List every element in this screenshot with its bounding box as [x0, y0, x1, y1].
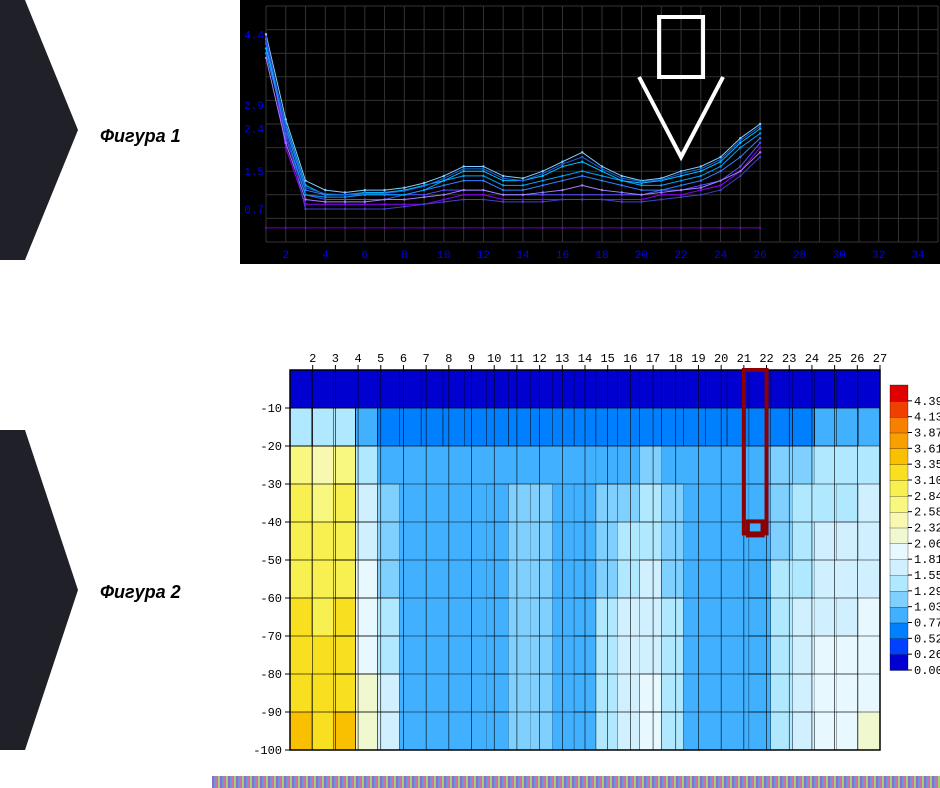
line-chart: 2468101214161820222426283032340.71.52.42…: [240, 0, 940, 264]
svg-text:26: 26: [850, 352, 864, 366]
decor-arrow-2: [0, 430, 80, 750]
svg-text:2: 2: [309, 352, 316, 366]
svg-text:-30: -30: [260, 478, 282, 492]
svg-text:27: 27: [873, 352, 887, 366]
svg-text:32: 32: [872, 250, 885, 262]
svg-text:26: 26: [754, 250, 767, 262]
svg-text:16: 16: [623, 352, 637, 366]
svg-text:30: 30: [833, 250, 846, 262]
svg-text:22: 22: [674, 250, 687, 262]
svg-text:19: 19: [691, 352, 705, 366]
svg-text:8: 8: [401, 250, 408, 262]
svg-text:18: 18: [669, 352, 683, 366]
svg-text:9: 9: [468, 352, 475, 366]
svg-text:12: 12: [477, 250, 490, 262]
svg-text:4.4: 4.4: [244, 30, 264, 42]
svg-text:0.77: 0.77: [914, 617, 940, 631]
svg-text:10: 10: [487, 352, 501, 366]
svg-text:24: 24: [714, 250, 728, 262]
svg-text:14: 14: [578, 352, 592, 366]
contour-chart: 2345678910111213141516171819202122232425…: [240, 340, 940, 760]
svg-text:2.06: 2.06: [914, 537, 940, 551]
svg-text:20: 20: [714, 352, 728, 366]
svg-text:22: 22: [759, 352, 773, 366]
svg-text:-100: -100: [253, 744, 282, 758]
svg-text:2.9: 2.9: [244, 101, 264, 113]
svg-text:2.84: 2.84: [914, 490, 940, 504]
line-chart-svg: 2468101214161820222426283032340.71.52.42…: [242, 2, 940, 262]
svg-text:6: 6: [400, 352, 407, 366]
svg-text:3.87: 3.87: [914, 427, 940, 441]
svg-text:25: 25: [827, 352, 841, 366]
svg-text:34: 34: [912, 250, 926, 262]
svg-text:4.39: 4.39: [914, 395, 940, 409]
svg-text:16: 16: [556, 250, 569, 262]
figure2-label: Фигура 2: [100, 582, 181, 603]
svg-text:14: 14: [516, 250, 530, 262]
svg-text:5: 5: [377, 352, 384, 366]
svg-text:12: 12: [532, 352, 546, 366]
svg-text:-20: -20: [260, 440, 282, 454]
noise-decoration: [212, 776, 940, 788]
svg-text:0.52: 0.52: [914, 632, 940, 646]
svg-text:-80: -80: [260, 668, 282, 682]
svg-text:1.55: 1.55: [914, 569, 940, 583]
svg-text:8: 8: [445, 352, 452, 366]
svg-text:0.26: 0.26: [914, 648, 940, 662]
svg-text:1.81: 1.81: [914, 553, 940, 567]
figure1-label: Фигура 1: [100, 126, 181, 147]
svg-text:1.5: 1.5: [244, 167, 264, 179]
svg-text:3: 3: [332, 352, 339, 366]
svg-text:20: 20: [635, 250, 648, 262]
svg-text:-40: -40: [260, 516, 282, 530]
svg-text:2.4: 2.4: [244, 125, 264, 137]
svg-text:13: 13: [555, 352, 569, 366]
svg-text:4: 4: [322, 250, 329, 262]
svg-text:-60: -60: [260, 592, 282, 606]
svg-text:28: 28: [793, 250, 806, 262]
svg-text:3.35: 3.35: [914, 458, 940, 472]
svg-text:21: 21: [737, 352, 751, 366]
contour-chart-svg: 2345678910111213141516171819202122232425…: [240, 340, 940, 760]
svg-text:-90: -90: [260, 706, 282, 720]
svg-text:1.03: 1.03: [914, 601, 940, 615]
svg-text:15: 15: [600, 352, 614, 366]
svg-text:24: 24: [805, 352, 819, 366]
svg-text:6: 6: [362, 250, 369, 262]
svg-text:11: 11: [510, 352, 524, 366]
svg-text:23: 23: [782, 352, 796, 366]
decor-arrow-1: [0, 0, 80, 260]
svg-text:10: 10: [437, 250, 450, 262]
svg-text:0.7: 0.7: [244, 205, 264, 217]
svg-text:1.29: 1.29: [914, 585, 940, 599]
svg-text:17: 17: [646, 352, 660, 366]
svg-text:3.61: 3.61: [914, 442, 940, 456]
svg-text:3.10: 3.10: [914, 474, 940, 488]
svg-text:-50: -50: [260, 554, 282, 568]
svg-text:2.58: 2.58: [914, 506, 940, 520]
svg-text:2.32: 2.32: [914, 522, 940, 536]
svg-text:0.00: 0.00: [914, 664, 940, 678]
svg-text:4.13: 4.13: [914, 411, 940, 425]
svg-text:4: 4: [354, 352, 361, 366]
svg-text:7: 7: [423, 352, 430, 366]
svg-text:18: 18: [595, 250, 608, 262]
svg-text:2: 2: [282, 250, 289, 262]
svg-text:-70: -70: [260, 630, 282, 644]
svg-text:-10: -10: [260, 402, 282, 416]
